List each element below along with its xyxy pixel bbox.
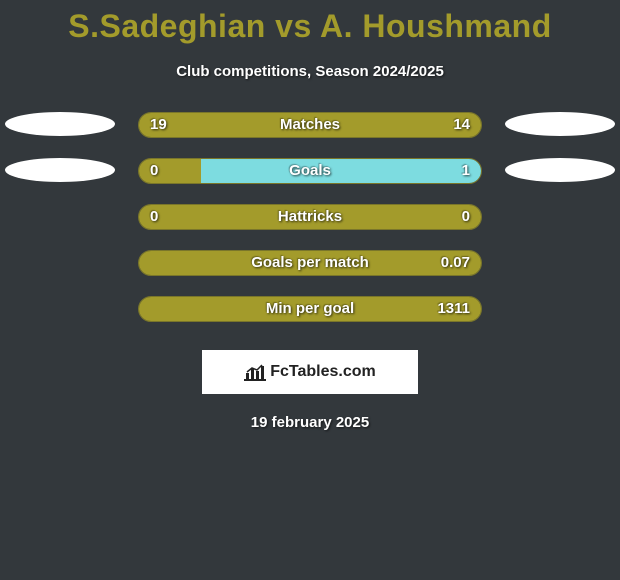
stat-label: Matches [0, 116, 620, 133]
stat-right-value: 0 [462, 208, 470, 225]
stat-left-value: 0 [150, 162, 158, 179]
brand-label: FcTables.com [270, 363, 376, 381]
brand-chart-icon [244, 363, 266, 381]
stat-row: Goals per match0.07 [0, 250, 620, 296]
page-subtitle: Club competitions, Season 2024/2025 [0, 63, 620, 80]
stat-row: Goals0 1 [0, 158, 620, 204]
date-label: 19 february 2025 [0, 414, 620, 431]
stat-label: Hattricks [0, 208, 620, 225]
stat-left-value: 0 [150, 208, 158, 225]
stat-row: Hattricks0 0 [0, 204, 620, 250]
stat-label: Min per goal [0, 300, 620, 317]
stats-container: Matches1914Goals01Hattricks00Goals per m… [0, 112, 620, 342]
stat-left-value: 19 [150, 116, 167, 133]
stat-right-value: 0.07 [441, 254, 470, 271]
stat-label: Goals per match [0, 254, 620, 271]
stat-row: Matches19 14 [0, 112, 620, 158]
brand-badge: FcTables.com [202, 350, 418, 394]
stat-right-value: 1311 [437, 300, 470, 317]
stat-label: Goals [0, 162, 620, 179]
page-title: S.Sadeghian vs A. Houshmand [0, 0, 620, 45]
stat-right-value: 14 [453, 116, 470, 133]
stat-right-value: 1 [462, 162, 470, 179]
stat-row: Min per goal1311 [0, 296, 620, 342]
